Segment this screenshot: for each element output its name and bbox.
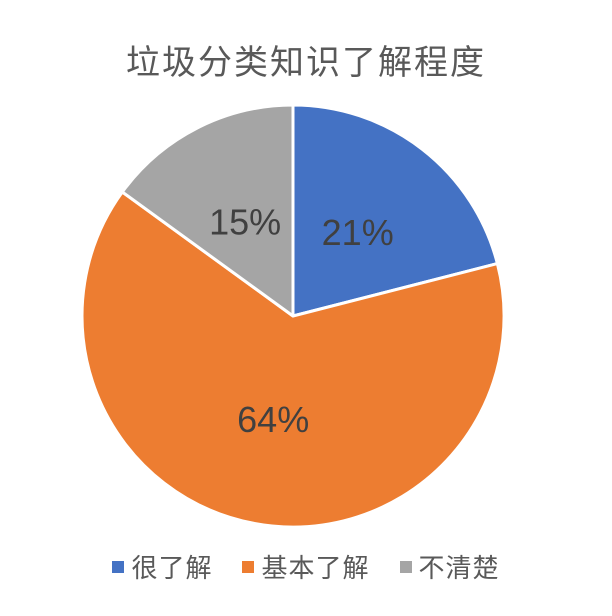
legend-item-0: 很了解 [112,548,212,585]
legend-swatch-icon [242,560,255,573]
legend-item-1: 基本了解 [242,548,369,585]
pie-slice-2 [120,103,295,318]
chart-legend: 很了解 基本了解 不清楚 [0,548,612,585]
legend-item-label: 很了解 [131,553,213,583]
legend-swatch-icon [112,560,125,573]
legend-item-2: 不清楚 [399,548,500,585]
pie-slice-0 [291,103,499,318]
legend-item-label: 基本了解 [261,553,370,583]
slice-percent-label-2: 15% [209,202,281,243]
slice-percent-label-1: 64% [237,399,309,440]
slice-percent-label-0: 21% [322,212,394,253]
legend-swatch-icon [399,560,412,573]
chart-title: 垃圾分类知识了解程度 [126,44,486,82]
pie-slice-1 [80,190,506,529]
legend-item-label: 不清楚 [418,553,500,583]
